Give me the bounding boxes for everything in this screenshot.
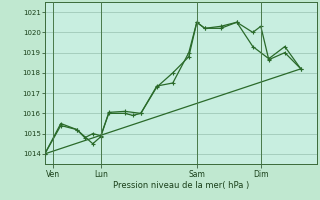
X-axis label: Pression niveau de la mer( hPa ): Pression niveau de la mer( hPa ) <box>113 181 249 190</box>
